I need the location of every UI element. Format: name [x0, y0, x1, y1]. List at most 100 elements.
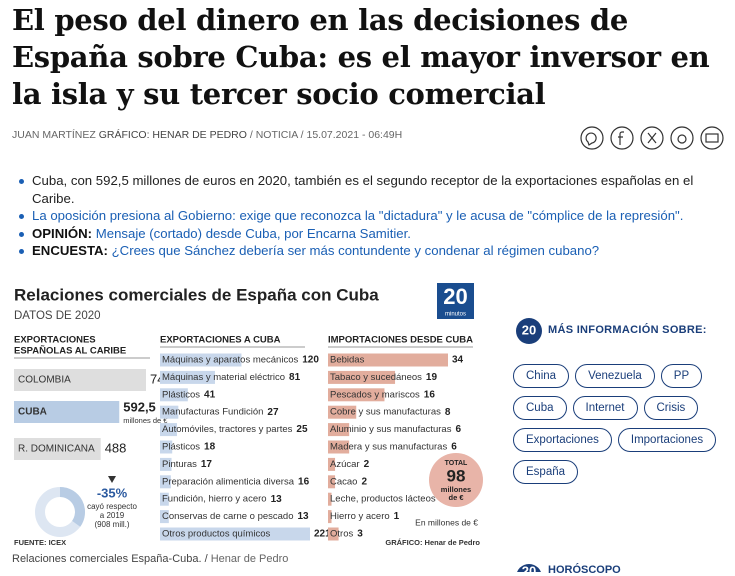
bar-label: Máquinas y aparatos mecánicos — [162, 355, 298, 366]
bar-label: Máquinas y material eléctrico — [162, 372, 285, 383]
bar — [160, 440, 173, 454]
bar — [328, 457, 336, 471]
share-comments[interactable] — [580, 126, 604, 150]
bar — [328, 440, 350, 454]
bar-label: Bebidas — [330, 355, 365, 366]
share-email[interactable] — [700, 126, 724, 150]
tag[interactable]: Importaciones — [617, 428, 717, 452]
share-x[interactable] — [640, 126, 664, 150]
caribbean-heading: EXPORTACIONES — [14, 335, 96, 346]
bar-value: 1 — [394, 511, 400, 522]
bar — [160, 510, 169, 524]
total-unit: millones — [441, 485, 471, 494]
bar — [328, 492, 332, 506]
bar-label: Madera y sus manufacturas — [330, 442, 447, 453]
date: 15.07.2021 - 06:49H — [306, 129, 403, 141]
separator: / — [249, 129, 253, 141]
tag[interactable]: China — [513, 364, 570, 388]
separator: / — [204, 553, 208, 565]
bar-label: Preparación alimenticia diversa — [162, 476, 295, 487]
total-circle — [429, 453, 483, 507]
bar — [328, 405, 357, 419]
logo-number: 20 — [443, 284, 467, 309]
bar-value: 27 — [267, 407, 279, 418]
tag[interactable]: Crisis — [643, 396, 699, 420]
info-subtitle: DATOS DE 2020 — [14, 310, 101, 322]
bar — [328, 423, 350, 437]
tag[interactable]: PP — [660, 364, 703, 388]
email-glyph — [705, 133, 719, 143]
bar-value: 25 — [296, 424, 308, 435]
sidebar-next-heading: HORÓSCOPO — [548, 564, 621, 576]
tag[interactable]: Venezuela — [575, 364, 655, 388]
bar — [160, 370, 215, 384]
caption: Relaciones comerciales España-Cuba. / He… — [12, 553, 288, 565]
column-heading: EXPORTACIONES A CUBA — [160, 335, 281, 346]
bar-label: Pinturas — [162, 459, 197, 470]
unit: millones de € — [123, 416, 168, 425]
bar-label: Cobre y sus manufacturas — [330, 407, 441, 418]
total-label: TOTAL — [445, 460, 468, 467]
caption-text: Relaciones comerciales España-Cuba. — [12, 553, 202, 565]
unit-note: En millones de € — [415, 517, 478, 527]
share-facebook[interactable] — [610, 126, 634, 150]
tag[interactable]: España — [513, 460, 579, 484]
bar-label: Automóviles, tractores y partes — [162, 424, 293, 435]
bar — [328, 475, 336, 489]
bullet-item: Cuba, con 592,5 millones de euros en 202… — [18, 172, 723, 207]
caption-credit: Henar de Pedro — [210, 553, 289, 565]
bar-label: Plásticos — [162, 442, 200, 453]
bar — [14, 438, 101, 460]
separator: / — [300, 129, 304, 141]
bullet-link[interactable]: ¿Crees que Sánchez debería ser más contu… — [111, 243, 600, 258]
bar — [160, 353, 242, 367]
bar-label: Plásticos — [162, 389, 200, 400]
tag[interactable]: Cuba — [513, 396, 567, 420]
arrow — [108, 476, 116, 483]
bar — [160, 388, 188, 402]
change-value: -35% — [97, 485, 128, 500]
total-value: 98 — [447, 466, 466, 485]
bar-label: Cacao — [330, 476, 357, 487]
bar — [14, 401, 120, 423]
bar-value: 13 — [298, 511, 310, 522]
bar-label: Hierro y acero — [330, 511, 390, 522]
comment-glyph — [585, 132, 597, 146]
bullet-text: Cuba, con 592,5 millones de euros en 202… — [32, 173, 694, 206]
bar-label: Aluminio y sus manufacturas — [330, 424, 452, 435]
bar-value: 3 — [357, 529, 363, 540]
bar-value: 13 — [271, 494, 283, 505]
bar-label: Fundición, hierro y acero — [162, 494, 267, 505]
author[interactable]: JUAN MARTÍNEZ — [12, 129, 96, 141]
byline: JUAN MARTÍNEZ GRÁFICO: HENAR DE PEDRO / … — [12, 129, 402, 141]
bar — [160, 492, 169, 506]
bullet-list: Cuba, con 592,5 millones de euros en 202… — [18, 172, 723, 260]
bar-value: 592,5 — [123, 399, 156, 414]
sidebar-logo — [517, 564, 541, 572]
reddit-glyph — [677, 134, 687, 144]
bar — [328, 370, 396, 384]
bullet-link[interactable]: La oposición presiona al Gobierno: exige… — [32, 208, 684, 223]
tag[interactable]: Exportaciones — [513, 428, 612, 452]
tag[interactable]: Internet — [572, 396, 638, 420]
section: NOTICIA — [255, 129, 298, 141]
share-reddit[interactable] — [670, 126, 694, 150]
bar-label: Otros — [330, 529, 353, 540]
bar-value: 16 — [424, 389, 436, 400]
bar — [160, 475, 171, 489]
bar — [328, 353, 448, 367]
tag-list: China Venezuela PP Cuba Internet Crisis Export… — [513, 364, 733, 484]
logo-word: minutos — [445, 312, 466, 318]
bullet-link[interactable]: Mensaje (cortado) desde Cuba, por Encarn… — [95, 225, 411, 241]
bar-label: R. DOMINICANA — [18, 444, 95, 455]
bar-label: Tabaco y sucedáneos — [330, 372, 422, 383]
bar-label: Leche, productos lácteos — [330, 494, 436, 505]
bullet-label: OPINIÓN: — [32, 225, 93, 241]
bar-value: 2 — [361, 476, 367, 487]
bullet-label: ENCUESTA: — [32, 243, 108, 258]
bar-label: Pescados y mariscos — [330, 389, 420, 400]
bar-value: 488 — [105, 440, 127, 455]
bar-value: 221 — [314, 529, 331, 540]
graphic-author: HENAR DE PEDRO — [152, 129, 247, 141]
sidebar-logo-text: 20 — [522, 322, 536, 337]
